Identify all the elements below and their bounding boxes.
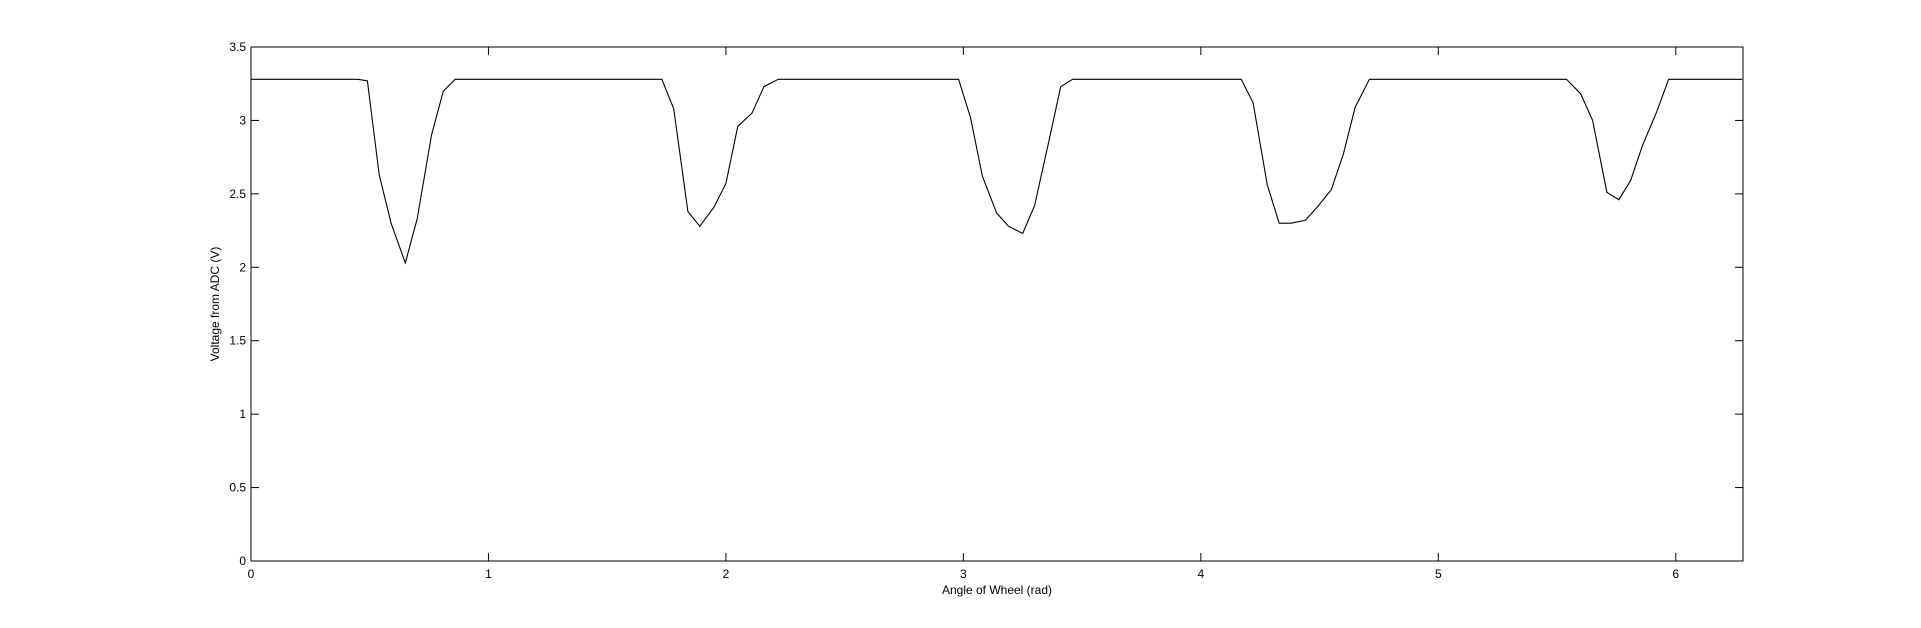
y-tick-label: 0 xyxy=(239,554,246,568)
y-tick-label: 0.5 xyxy=(229,481,246,495)
x-tick-label: 4 xyxy=(1197,567,1204,581)
series-line xyxy=(251,78,1743,265)
x-tick-label: 2 xyxy=(723,567,730,581)
x-tick-label: 1 xyxy=(485,567,492,581)
x-tick-label: 3 xyxy=(960,567,967,581)
y-tick-label: 1 xyxy=(239,407,246,421)
plot-area: 0 1 2 3 4 5 6 0 0.5 1 1.5 2 2.5 3 3.5 xyxy=(229,40,1744,581)
y-tick-label: 2.5 xyxy=(229,187,246,201)
y-tick-label: 3.5 xyxy=(229,40,246,54)
y-axis-label: Voltage from ADC (V) xyxy=(208,247,222,362)
x-axis-label: Angle of Wheel (rad) xyxy=(942,583,1052,597)
y-tick-label: 2 xyxy=(239,260,246,274)
x-tick-label: 5 xyxy=(1435,567,1442,581)
x-tick-label: 0 xyxy=(248,567,255,581)
axes-box xyxy=(250,46,1744,562)
axis-tick-labels: 0 1 2 3 4 5 6 0 0.5 1 1.5 2 2.5 3 3.5 xyxy=(229,40,1679,581)
x-tick-label: 6 xyxy=(1672,567,1679,581)
axis-ticks xyxy=(250,46,1743,562)
y-tick-label: 1.5 xyxy=(229,334,246,348)
y-tick-label: 3 xyxy=(239,113,246,127)
